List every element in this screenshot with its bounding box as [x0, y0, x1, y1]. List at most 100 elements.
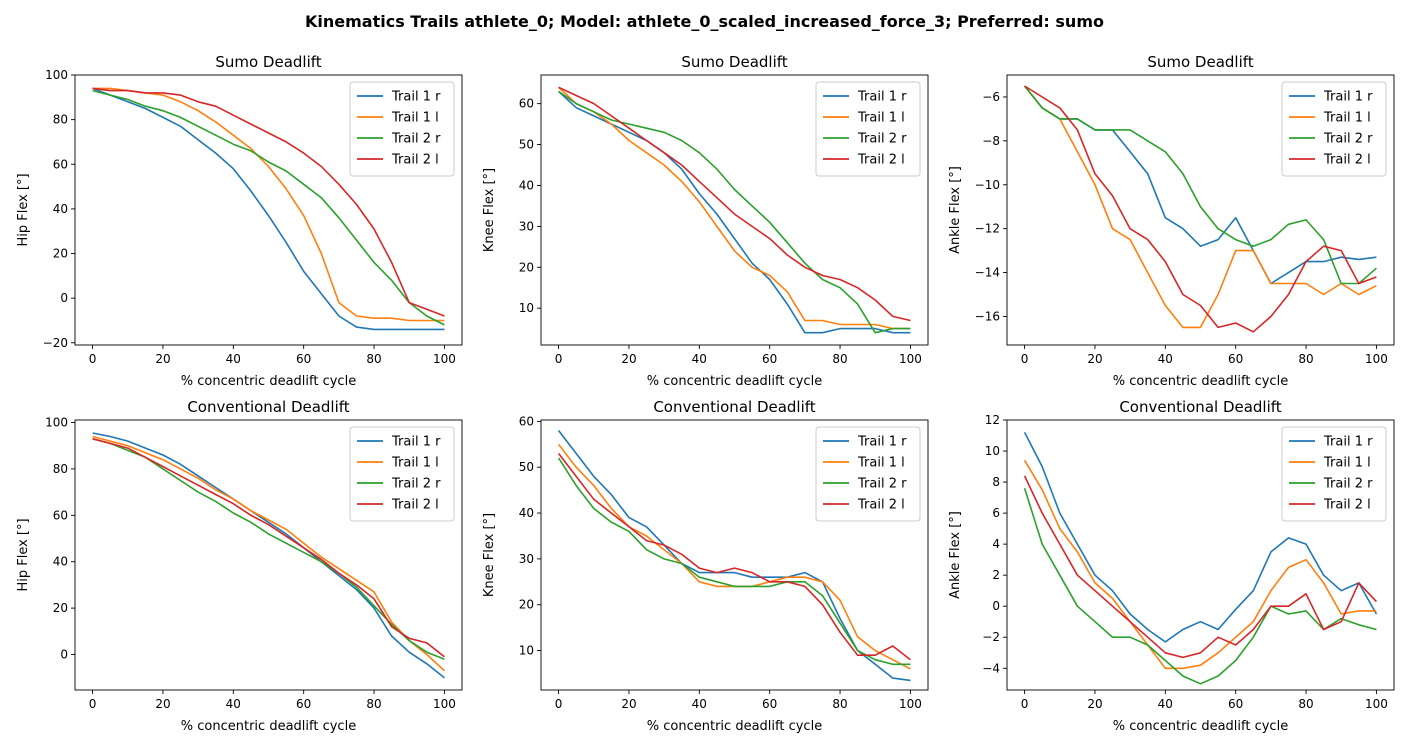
y-axis-label: Knee Flex [°] [482, 168, 497, 252]
legend-label: Trail 1 r [391, 90, 441, 105]
legend-label: Trail 2 r [391, 477, 441, 492]
y-tick-label: 60 [53, 157, 68, 171]
series-line-2 [1023, 459, 1377, 670]
subplot-5: 0 20 40 60 80 100 10 20 30 40 50 60 Conventional Dea… [482, 398, 929, 734]
x-tick-label: 60 [296, 697, 311, 711]
figure-suptitle: Kinematics Trails athlete_0; Model: athl… [305, 12, 1104, 31]
y-tick-label: 40 [53, 202, 68, 216]
x-tick-label: 40 [692, 352, 707, 366]
y-tick-label: −14 [975, 266, 1000, 280]
legend-label: Trail 2 r [1323, 477, 1373, 492]
subplot-1: 0 20 40 60 80 100 −20 0 20 40 60 80 100 Sumo Deadlift… [16, 53, 463, 389]
legend-box [349, 426, 455, 522]
axes-frame [74, 74, 463, 346]
y-tick-label: −6 [982, 90, 1000, 104]
y-axis-label: Hip Flex [°] [16, 173, 31, 246]
x-tick-label: 100 [433, 352, 456, 366]
y-tick-label: −4 [982, 661, 1000, 675]
x-tick-label: 60 [762, 697, 777, 711]
legend-label: Trail 2 r [391, 132, 441, 147]
x-tick-label: 80 [1298, 352, 1313, 366]
y-tick-label: 20 [519, 598, 534, 612]
legend-box [815, 426, 921, 522]
y-tick-label: 50 [519, 460, 534, 474]
legend: Trail 1 r Trail 1 l Trail 2 r Trail 2 l [1281, 426, 1387, 522]
x-tick-label: 100 [433, 697, 456, 711]
x-tick-label: 20 [155, 697, 170, 711]
y-tick-label: 80 [53, 113, 68, 127]
x-tick-label: 100 [899, 352, 922, 366]
x-tick-label: 40 [226, 352, 241, 366]
legend-label: Trail 1 r [857, 90, 907, 105]
y-tick-label: 40 [519, 178, 534, 192]
subplot-title: Sumo Deadlift [1147, 53, 1253, 71]
legend-label: Trail 1 l [1323, 111, 1371, 126]
y-tick-label: 20 [53, 601, 68, 615]
axes-frame [74, 419, 463, 691]
subplot-title: Sumo Deadlift [681, 53, 787, 71]
x-axis-label: % concentric deadlift cycle [181, 719, 356, 734]
x-tick-label: 80 [366, 697, 381, 711]
y-tick-label: −20 [43, 336, 68, 350]
y-tick-label: 0 [60, 291, 68, 305]
legend-label: Trail 2 l [857, 153, 905, 168]
x-tick-label: 20 [155, 352, 170, 366]
legend: Trail 1 r Trail 1 l Trail 2 r Trail 2 l [1281, 81, 1387, 177]
legend-label: Trail 2 l [1323, 498, 1371, 513]
legend-label: Trail 1 r [391, 435, 441, 450]
x-tick-label: 40 [226, 697, 241, 711]
y-tick-label: 20 [519, 260, 534, 274]
y-tick-label: 30 [519, 552, 534, 566]
series-line-3 [557, 457, 911, 666]
y-tick-label: 10 [985, 444, 1000, 458]
y-tick-label: 20 [53, 247, 68, 261]
series-line-1 [558, 90, 911, 334]
subplot-title: Conventional Deadlift [187, 398, 349, 416]
subplot-title: Conventional Deadlift [1119, 398, 1281, 416]
axes-frame [540, 74, 929, 346]
x-axis-label: % concentric deadlift cycle [647, 719, 822, 734]
x-tick-label: 0 [1021, 352, 1029, 366]
axes-frame [1006, 74, 1395, 346]
x-tick-label: 0 [555, 697, 563, 711]
legend-label: Trail 1 l [857, 111, 905, 126]
y-axis-label: Ankle Flex [°] [948, 166, 963, 254]
y-tick-label: 100 [45, 68, 68, 82]
axes-frame [540, 419, 929, 691]
legend-label: Trail 1 r [1323, 435, 1373, 450]
legend-label: Trail 1 l [391, 111, 439, 126]
y-tick-label: 100 [45, 416, 68, 430]
x-tick-label: 60 [762, 352, 777, 366]
y-tick-label: 60 [519, 414, 534, 428]
legend-label: Trail 2 l [1323, 153, 1371, 168]
y-tick-label: −10 [975, 178, 1000, 192]
legend: Trail 1 r Trail 1 l Trail 2 r Trail 2 l [815, 81, 921, 177]
x-tick-label: 80 [1298, 697, 1313, 711]
x-tick-label: 100 [1365, 697, 1388, 711]
legend-label: Trail 2 l [857, 498, 905, 513]
x-tick-label: 60 [1228, 697, 1243, 711]
y-tick-label: 10 [519, 301, 534, 315]
x-axis-label: % concentric deadlift cycle [181, 374, 356, 389]
y-tick-label: 6 [992, 506, 1000, 520]
legend-label: Trail 1 l [1323, 456, 1371, 471]
subplot-6: 0 20 40 60 80 100 −4 −2 0 2 4 6 8 10 12 Conventional De… [948, 398, 1395, 734]
series-line-2 [558, 86, 911, 330]
x-tick-label: 0 [555, 352, 563, 366]
y-tick-label: −8 [982, 134, 1000, 148]
y-tick-label: −16 [975, 309, 1000, 323]
y-axis-label: Ankle Flex [°] [948, 511, 963, 599]
x-tick-label: 80 [832, 352, 847, 366]
series-line-3 [92, 89, 445, 326]
y-tick-label: 80 [53, 462, 68, 476]
legend-label: Trail 1 r [857, 435, 907, 450]
x-axis-label: % concentric deadlift cycle [647, 374, 822, 389]
subplot-4: 0 20 40 60 80 100 0 20 40 60 80 100 Conventional Dea… [16, 398, 463, 734]
x-tick-label: 20 [621, 352, 636, 366]
subplot-title: Conventional Deadlift [653, 398, 815, 416]
series-line-4 [92, 438, 445, 658]
series-line-4 [1024, 85, 1377, 333]
series-line-4 [558, 86, 911, 322]
series-line-1 [557, 430, 911, 682]
y-tick-label: 0 [992, 599, 1000, 613]
